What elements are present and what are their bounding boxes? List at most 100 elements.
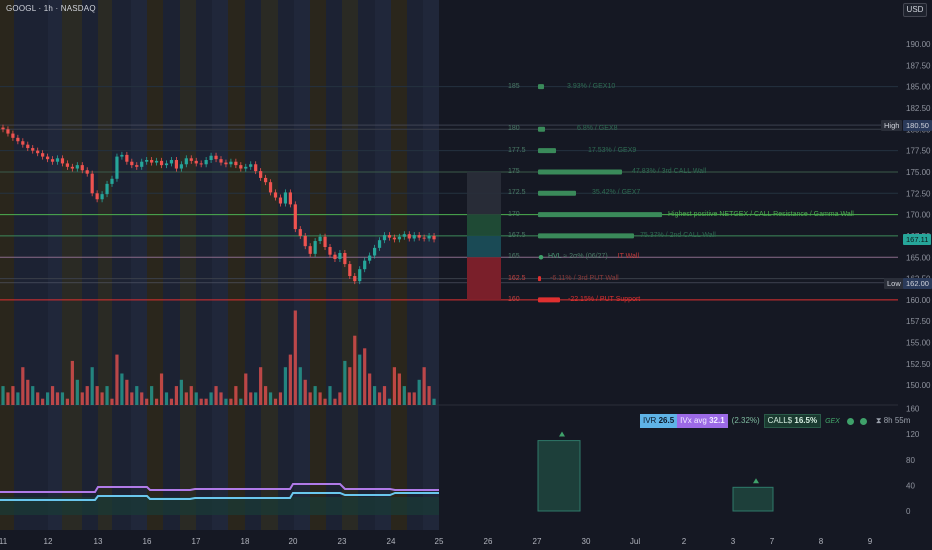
iv-change: (2.32%) (731, 416, 760, 425)
candle-body (273, 192, 278, 198)
volume-bar (239, 398, 243, 405)
candle-body (313, 241, 317, 254)
volume-bar (130, 392, 134, 405)
volume-bar (199, 398, 203, 405)
candle-body (372, 247, 377, 256)
volume-bar (145, 398, 149, 405)
session-band (196, 0, 212, 530)
strike-label: 162.5 (508, 274, 526, 282)
candle-body (36, 150, 40, 154)
gex-level-label: -6.11% / 3rd PUT Wall (550, 274, 619, 282)
zone-green (467, 214, 501, 236)
time-tick-label: 8 (819, 537, 824, 546)
volume-bar (1, 386, 5, 405)
volume-bar (328, 386, 332, 405)
volume-bar (140, 392, 144, 405)
strike-label: 160 (508, 295, 520, 303)
volume-bar (85, 386, 89, 405)
volume-bar (219, 392, 223, 405)
time-tick-label: 13 (94, 537, 103, 546)
current-price-value: 167.11 (906, 235, 929, 245)
volume-bar (234, 386, 238, 405)
candle-body (268, 182, 273, 193)
candle-body (214, 155, 218, 160)
candle-body (407, 234, 411, 239)
candle-body (105, 183, 109, 195)
price-tick-label: 152.50 (906, 360, 931, 369)
volume-bar (422, 367, 426, 405)
candle-body (125, 154, 129, 162)
candle-body (189, 158, 193, 161)
session-band (212, 0, 228, 530)
session-band (407, 0, 423, 530)
candle-body (387, 235, 392, 238)
time-tick-label: 18 (241, 537, 250, 546)
candle-body (249, 164, 253, 167)
up-arrow-marker-icon (753, 478, 759, 484)
volume-bar (273, 398, 278, 405)
session-band (62, 0, 82, 530)
candle-body (26, 144, 30, 149)
volume-bar (333, 398, 337, 405)
price-tick-label: 165.00 (906, 253, 931, 262)
gex-bar (538, 190, 576, 196)
candle-body (397, 236, 401, 240)
osc-box-2 (732, 486, 774, 512)
candle-body (427, 235, 431, 239)
high-tag-label: High (881, 120, 903, 132)
volume-bar (338, 392, 342, 405)
volume-bar (36, 392, 40, 405)
price-tick-label: 150.00 (906, 381, 931, 390)
price-tick-label: 157.50 (906, 317, 931, 326)
hvl-dot (538, 254, 544, 260)
price-tick-label: 187.50 (906, 61, 931, 70)
time-tick-label: 2 (682, 537, 687, 546)
volume-bar (105, 386, 109, 405)
price-tick-label: 182.50 (906, 104, 931, 113)
candle-body (50, 159, 55, 162)
volume-bar (90, 367, 94, 405)
candle-body (263, 177, 268, 183)
candle-body (382, 235, 387, 241)
hourglass-icon: ⧗ (875, 416, 882, 425)
volume-bar (41, 398, 45, 405)
candle-body (16, 137, 20, 142)
candle-body (377, 240, 382, 248)
candle-body (363, 260, 367, 270)
volume-bar (194, 392, 198, 405)
session-band (326, 0, 342, 530)
price-tick-label: 177.50 (906, 147, 931, 156)
volume-bar (368, 373, 372, 405)
candle-body (348, 264, 352, 277)
candle-body (100, 194, 104, 200)
time-tick-label: 27 (533, 537, 542, 546)
candle-body (353, 276, 357, 282)
gex-bar (538, 297, 560, 303)
candle-body (293, 204, 297, 230)
volume-bar (60, 392, 65, 405)
candle-body (1, 127, 5, 130)
low-label: Low (887, 278, 901, 288)
candle-body (219, 159, 223, 163)
volume-bar (75, 379, 79, 405)
currency-button[interactable]: USD (903, 3, 927, 17)
volume-bar (70, 360, 74, 405)
session-band (375, 0, 391, 530)
candle-body (308, 246, 312, 254)
volume-bar (11, 386, 15, 405)
gex-level-label: 3.93% / GEX10 (567, 82, 616, 90)
volume-bar (372, 386, 377, 405)
price-tick-label: 160.00 (906, 296, 931, 305)
candle-body (328, 247, 332, 255)
high-value: 180.50 (906, 121, 929, 131)
volume-bar (392, 367, 397, 405)
candle-body (164, 163, 169, 166)
candle-body (55, 158, 60, 162)
price-tick-label: 170.00 (906, 211, 931, 220)
volume-bar (159, 373, 164, 405)
strike-label: 185 (508, 82, 520, 90)
candle-body (31, 148, 35, 151)
gex-bar (538, 84, 544, 90)
